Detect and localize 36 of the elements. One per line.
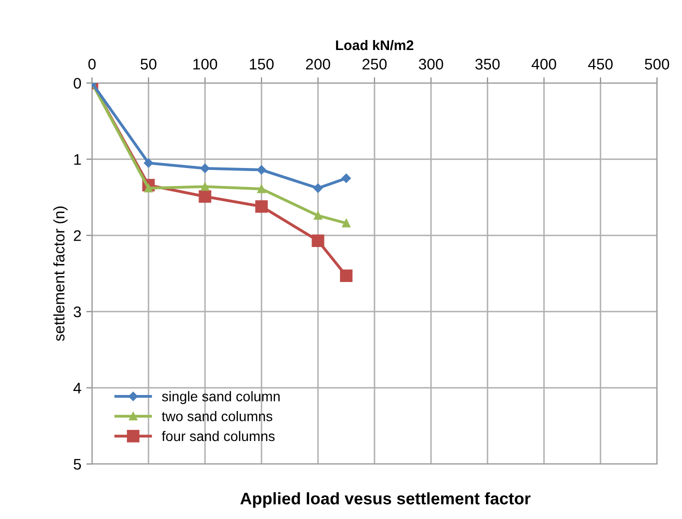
point xyxy=(200,182,210,191)
y-tick-label: 4 xyxy=(73,382,82,394)
point xyxy=(342,174,351,183)
x-tick-label: 450 xyxy=(588,58,613,70)
point xyxy=(144,158,154,168)
y-tick-label: 2 xyxy=(74,230,81,241)
point xyxy=(312,234,324,247)
x-tick-label: 200 xyxy=(306,58,330,70)
legend-label: four sand columns xyxy=(162,430,275,442)
y-tick-label: 1 xyxy=(74,154,81,165)
x-tick-label: 500 xyxy=(644,58,670,70)
point xyxy=(200,164,210,173)
legend-label: two sand columns xyxy=(162,411,272,422)
x-tick-label: 250 xyxy=(362,58,387,70)
x-tick-label: 50 xyxy=(140,58,156,70)
point xyxy=(342,219,350,228)
x-tick-label: 150 xyxy=(250,58,274,70)
x-tick-label: 350 xyxy=(475,58,500,70)
x-axis-title: Load kN/m2 xyxy=(336,40,414,50)
point xyxy=(314,211,322,220)
legend-label: single sand column xyxy=(162,391,280,404)
y-tick-label: 0 xyxy=(74,78,81,89)
x-tick-label: 400 xyxy=(532,58,556,70)
y-tick-label: 5 xyxy=(74,459,81,470)
point xyxy=(257,184,266,194)
point xyxy=(255,200,268,213)
x-tick-label: 0 xyxy=(88,58,96,70)
point xyxy=(340,270,352,282)
point xyxy=(256,165,266,174)
y-tick-label: 3 xyxy=(74,306,81,318)
y-axis-title: settlement factor (n) xyxy=(53,206,68,341)
point xyxy=(198,190,212,203)
text: Applied load vesus settlement factor xyxy=(240,492,530,508)
x-tick-label: 300 xyxy=(418,58,444,70)
x-tick-label: 100 xyxy=(193,58,218,70)
point xyxy=(313,184,323,193)
